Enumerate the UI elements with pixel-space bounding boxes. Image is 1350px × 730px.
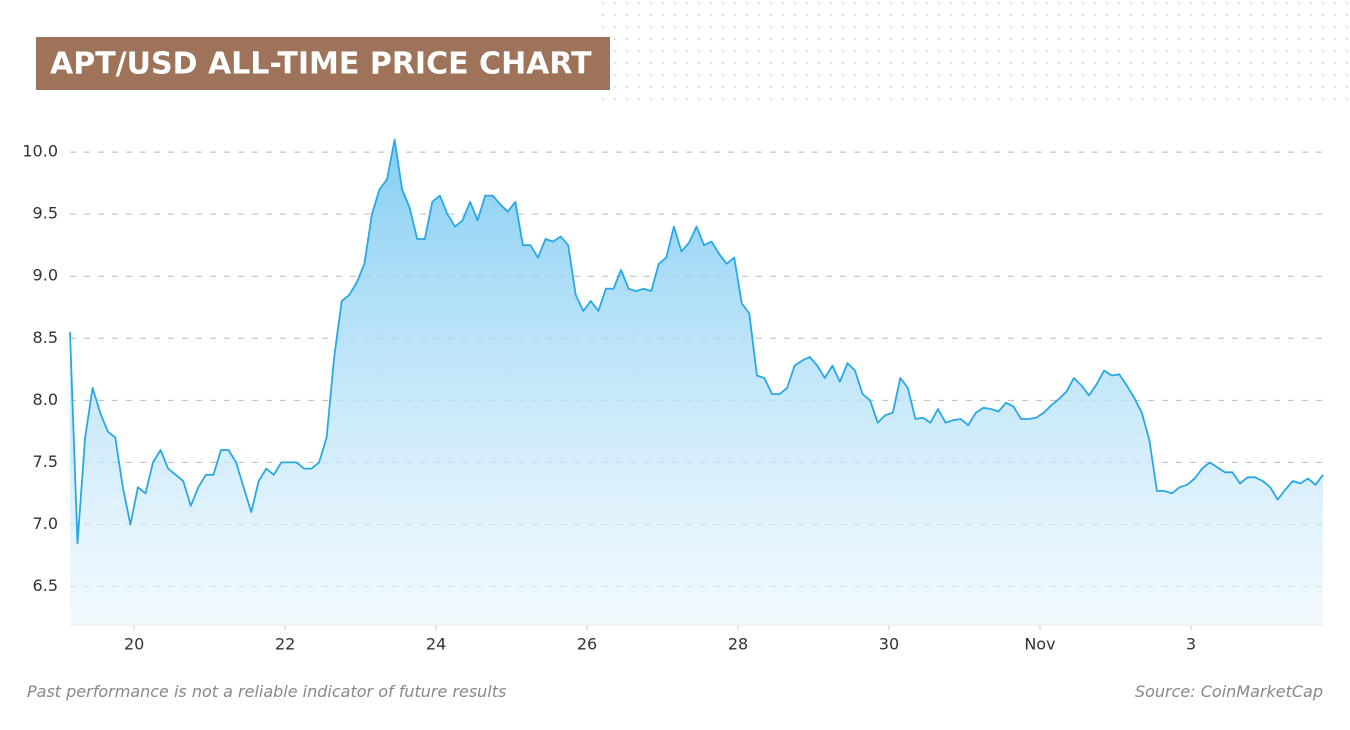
footnote: Past performance is not a reliable indic… [27,682,506,701]
y-tick-label: 9.0 [33,266,58,285]
area-fill [70,139,1323,625]
y-tick-label: 6.5 [33,576,58,595]
y-tick-label: 9.5 [33,204,58,223]
chart-title: APT/USD ALL-TIME PRICE CHART [50,47,592,82]
x-tick-label: 24 [426,635,446,654]
x-tick-label: 30 [879,635,899,654]
source: Source: CoinMarketCap [1135,682,1323,701]
x-tick-label: 22 [275,635,295,654]
x-tick-label: Nov [1024,635,1055,654]
x-tick-label: 26 [577,635,597,654]
y-tick-label: 7.5 [33,452,58,471]
y-tick-label: 8.0 [33,390,58,409]
price-line [69,138,1324,544]
x-tick-label: 20 [124,635,144,654]
background-dots [600,0,1350,110]
x-tick-label: 3 [1186,635,1196,654]
y-tick-label: 7.0 [33,514,58,533]
y-tick-label: 10.0 [22,142,58,161]
title-box [36,37,610,90]
x-tick-label: 28 [728,635,748,654]
y-tick-label: 8.5 [33,328,58,347]
